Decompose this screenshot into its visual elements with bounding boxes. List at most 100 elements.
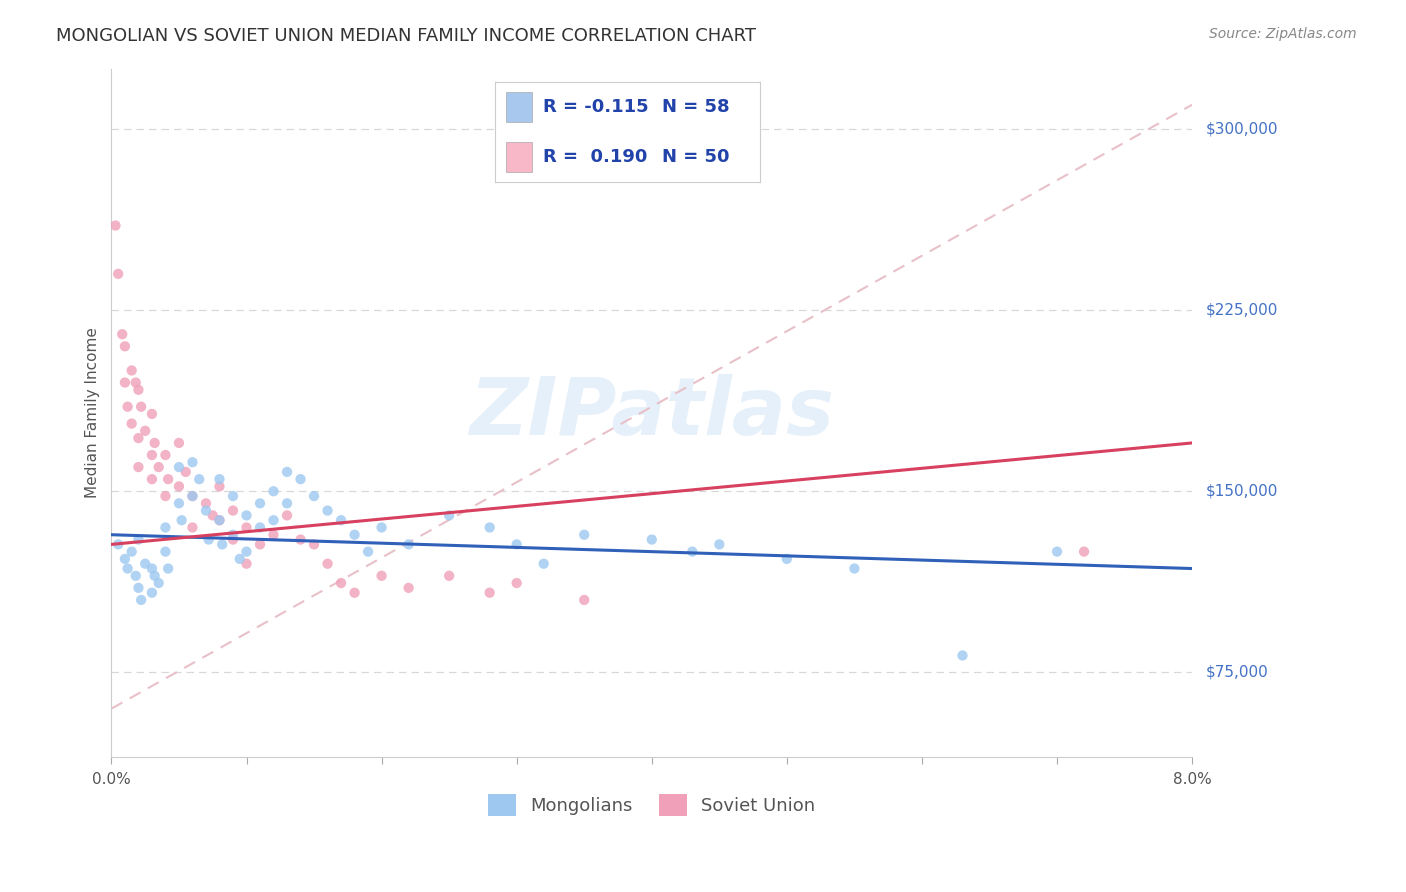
Point bbox=[143, 569, 166, 583]
Point bbox=[208, 479, 231, 493]
Point bbox=[127, 460, 149, 475]
Point bbox=[276, 465, 298, 479]
Point bbox=[141, 585, 163, 599]
Point bbox=[222, 527, 245, 541]
Point bbox=[141, 472, 163, 486]
Point bbox=[437, 569, 460, 583]
Point bbox=[222, 503, 245, 517]
Point bbox=[197, 533, 219, 547]
Point bbox=[505, 576, 527, 591]
Point bbox=[437, 508, 460, 523]
Point bbox=[155, 544, 177, 558]
Point bbox=[127, 383, 149, 397]
Point bbox=[208, 513, 231, 527]
Point bbox=[330, 576, 353, 591]
Point bbox=[181, 489, 204, 503]
Point bbox=[276, 496, 298, 510]
Point bbox=[235, 520, 257, 534]
Point bbox=[167, 460, 190, 475]
Point bbox=[709, 537, 731, 551]
Point bbox=[235, 557, 257, 571]
Point bbox=[208, 472, 231, 486]
Point bbox=[574, 593, 596, 607]
Text: Source: ZipAtlas.com: Source: ZipAtlas.com bbox=[1209, 27, 1357, 41]
Point bbox=[141, 448, 163, 462]
Point bbox=[290, 472, 312, 486]
Point bbox=[143, 436, 166, 450]
Text: $75,000: $75,000 bbox=[1206, 665, 1268, 680]
Point bbox=[370, 520, 392, 534]
Text: $150,000: $150,000 bbox=[1206, 483, 1278, 499]
Point bbox=[533, 557, 555, 571]
Point bbox=[121, 544, 143, 558]
Point bbox=[249, 537, 271, 551]
Point bbox=[478, 585, 501, 599]
Point bbox=[127, 533, 149, 547]
Point bbox=[208, 513, 231, 527]
Point bbox=[222, 489, 245, 503]
Point bbox=[167, 479, 190, 493]
Point bbox=[114, 339, 136, 353]
Text: ZIPatlas: ZIPatlas bbox=[470, 374, 834, 451]
Point bbox=[263, 527, 285, 541]
Y-axis label: Median Family Income: Median Family Income bbox=[86, 327, 100, 498]
Point bbox=[194, 503, 217, 517]
Point bbox=[155, 448, 177, 462]
Point bbox=[181, 520, 204, 534]
Point bbox=[505, 537, 527, 551]
Point bbox=[107, 537, 129, 551]
Point bbox=[141, 407, 163, 421]
Point bbox=[125, 376, 148, 390]
Point bbox=[155, 520, 177, 534]
Point bbox=[121, 363, 143, 377]
Point bbox=[117, 400, 139, 414]
Point bbox=[844, 561, 866, 575]
Point bbox=[188, 472, 211, 486]
Point bbox=[290, 533, 312, 547]
Point bbox=[330, 513, 353, 527]
Point bbox=[316, 557, 339, 571]
Point bbox=[167, 436, 190, 450]
Point bbox=[114, 376, 136, 390]
Point bbox=[343, 527, 366, 541]
Point bbox=[235, 544, 257, 558]
Text: $300,000: $300,000 bbox=[1206, 121, 1278, 136]
Point bbox=[194, 496, 217, 510]
Point bbox=[370, 569, 392, 583]
Point bbox=[302, 537, 325, 551]
Point bbox=[121, 417, 143, 431]
Point bbox=[249, 520, 271, 534]
Point bbox=[127, 431, 149, 445]
Point bbox=[148, 460, 170, 475]
Point bbox=[134, 557, 156, 571]
Point bbox=[201, 508, 224, 523]
Point bbox=[155, 489, 177, 503]
Point bbox=[229, 552, 252, 566]
Point bbox=[141, 561, 163, 575]
Point bbox=[398, 537, 420, 551]
Point bbox=[776, 552, 799, 566]
Point bbox=[343, 585, 366, 599]
Point bbox=[641, 533, 664, 547]
Point bbox=[222, 533, 245, 547]
Point bbox=[170, 513, 193, 527]
Point bbox=[574, 527, 596, 541]
Point bbox=[181, 455, 204, 469]
Point bbox=[174, 465, 197, 479]
Point bbox=[276, 508, 298, 523]
Point bbox=[263, 513, 285, 527]
Point bbox=[167, 496, 190, 510]
Text: $225,000: $225,000 bbox=[1206, 302, 1278, 318]
Point bbox=[263, 484, 285, 499]
Point bbox=[107, 267, 129, 281]
Text: MONGOLIAN VS SOVIET UNION MEDIAN FAMILY INCOME CORRELATION CHART: MONGOLIAN VS SOVIET UNION MEDIAN FAMILY … bbox=[56, 27, 756, 45]
Legend: Mongolians, Soviet Union: Mongolians, Soviet Union bbox=[481, 787, 823, 823]
Point bbox=[398, 581, 420, 595]
Point bbox=[114, 552, 136, 566]
Point bbox=[181, 489, 204, 503]
Point bbox=[357, 544, 380, 558]
Point bbox=[117, 561, 139, 575]
Point bbox=[249, 496, 271, 510]
Point bbox=[316, 503, 339, 517]
Point bbox=[127, 581, 149, 595]
